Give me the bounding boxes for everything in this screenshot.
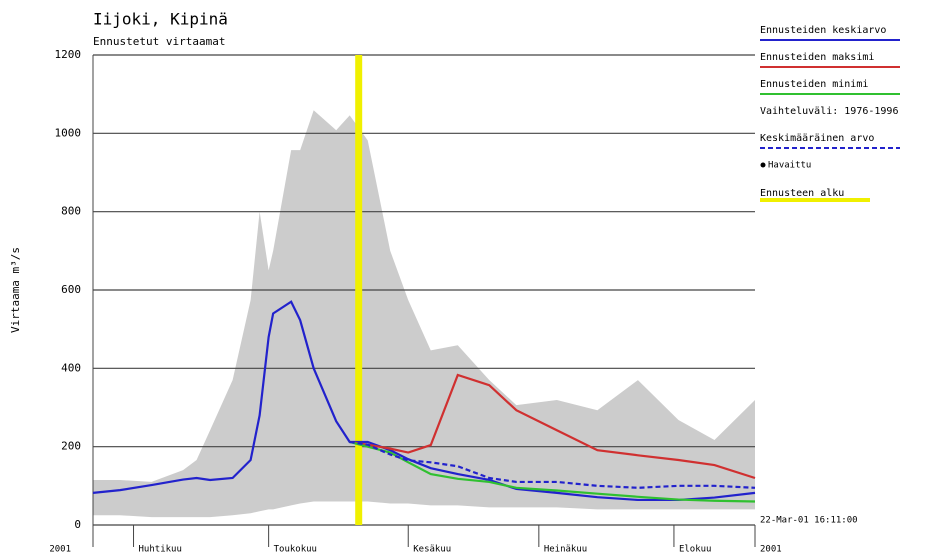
legend-label: Havaittu xyxy=(768,161,811,171)
legend-label: Ennusteen alku xyxy=(760,188,844,199)
timestamp: 22-Mar-01 16:11:00 xyxy=(760,516,858,526)
legend-label: Vaihteluväli: 1976-1996 xyxy=(760,106,898,117)
series-line xyxy=(349,440,756,489)
y-tick-label: 1200 xyxy=(55,48,82,61)
y-tick-label: 200 xyxy=(61,440,81,453)
x-tick-label: Huhtikuu xyxy=(139,545,182,555)
legend-label: Ennusteiden keskiarvo xyxy=(760,25,886,36)
series-line xyxy=(349,440,756,503)
legend-label: Keskimääräinen arvo xyxy=(760,133,874,144)
x-tick-label: Toukokuu xyxy=(274,545,317,555)
y-tick-label: 0 xyxy=(74,518,81,531)
y-tick-label: 1000 xyxy=(55,126,82,139)
series-line xyxy=(349,373,756,480)
legend-marker xyxy=(760,162,766,168)
series-line xyxy=(92,300,756,502)
x-tick-label: 2001 xyxy=(49,545,71,555)
chart-title: Iijoki, Kipinä xyxy=(93,10,228,29)
range-band xyxy=(93,110,755,518)
legend-label: Ennusteiden maksimi xyxy=(760,52,874,63)
chart-subtitle: Ennustetut virtaamat xyxy=(93,35,225,48)
x-tick-label: Elokuu xyxy=(679,545,712,555)
x-tick-label: 2001 xyxy=(760,545,782,555)
y-axis-label: Virtaama m³/s xyxy=(9,247,22,333)
y-tick-label: 600 xyxy=(61,283,81,296)
legend-label: Ennusteiden minimi xyxy=(760,79,868,90)
y-tick-label: 800 xyxy=(61,205,81,218)
x-tick-label: Heinäkuu xyxy=(544,545,587,555)
y-tick-label: 400 xyxy=(61,361,81,374)
x-tick-label: Kesäkuu xyxy=(413,545,451,555)
